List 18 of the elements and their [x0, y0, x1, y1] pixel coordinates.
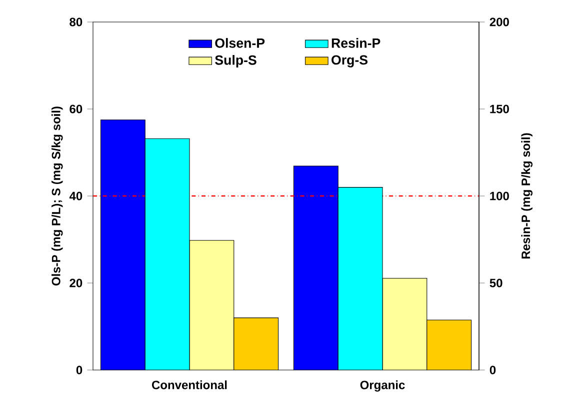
y2-tick-label: 50: [490, 278, 502, 288]
y2-tick-label: 100: [490, 192, 509, 200]
x-tick-label: Organic: [360, 380, 405, 392]
y-tick-label: 0: [76, 366, 82, 374]
y-tick-label: 60: [70, 104, 82, 114]
legend-label: Org-S: [332, 55, 368, 68]
y2-tick-label: 200: [490, 18, 509, 26]
legend-label: Sulp-S: [215, 55, 256, 68]
x-tick-label: Conventional: [152, 380, 227, 390]
y2-tick-label: 0: [490, 366, 496, 374]
y-tick-label: 80: [70, 18, 82, 26]
legend-label: Olsen-P: [215, 38, 265, 48]
y-tick-label: 40: [69, 192, 82, 200]
legend-label: Resin-P: [332, 38, 380, 48]
y-axis-title: Ols-P (mg P/L); S (mg S/kg soil): [52, 106, 63, 286]
y2-axis-title: Resin-P (mg P/kg soil): [521, 133, 532, 259]
y-tick-label: 20: [70, 278, 82, 288]
y2-tick-label: 150: [490, 104, 509, 114]
